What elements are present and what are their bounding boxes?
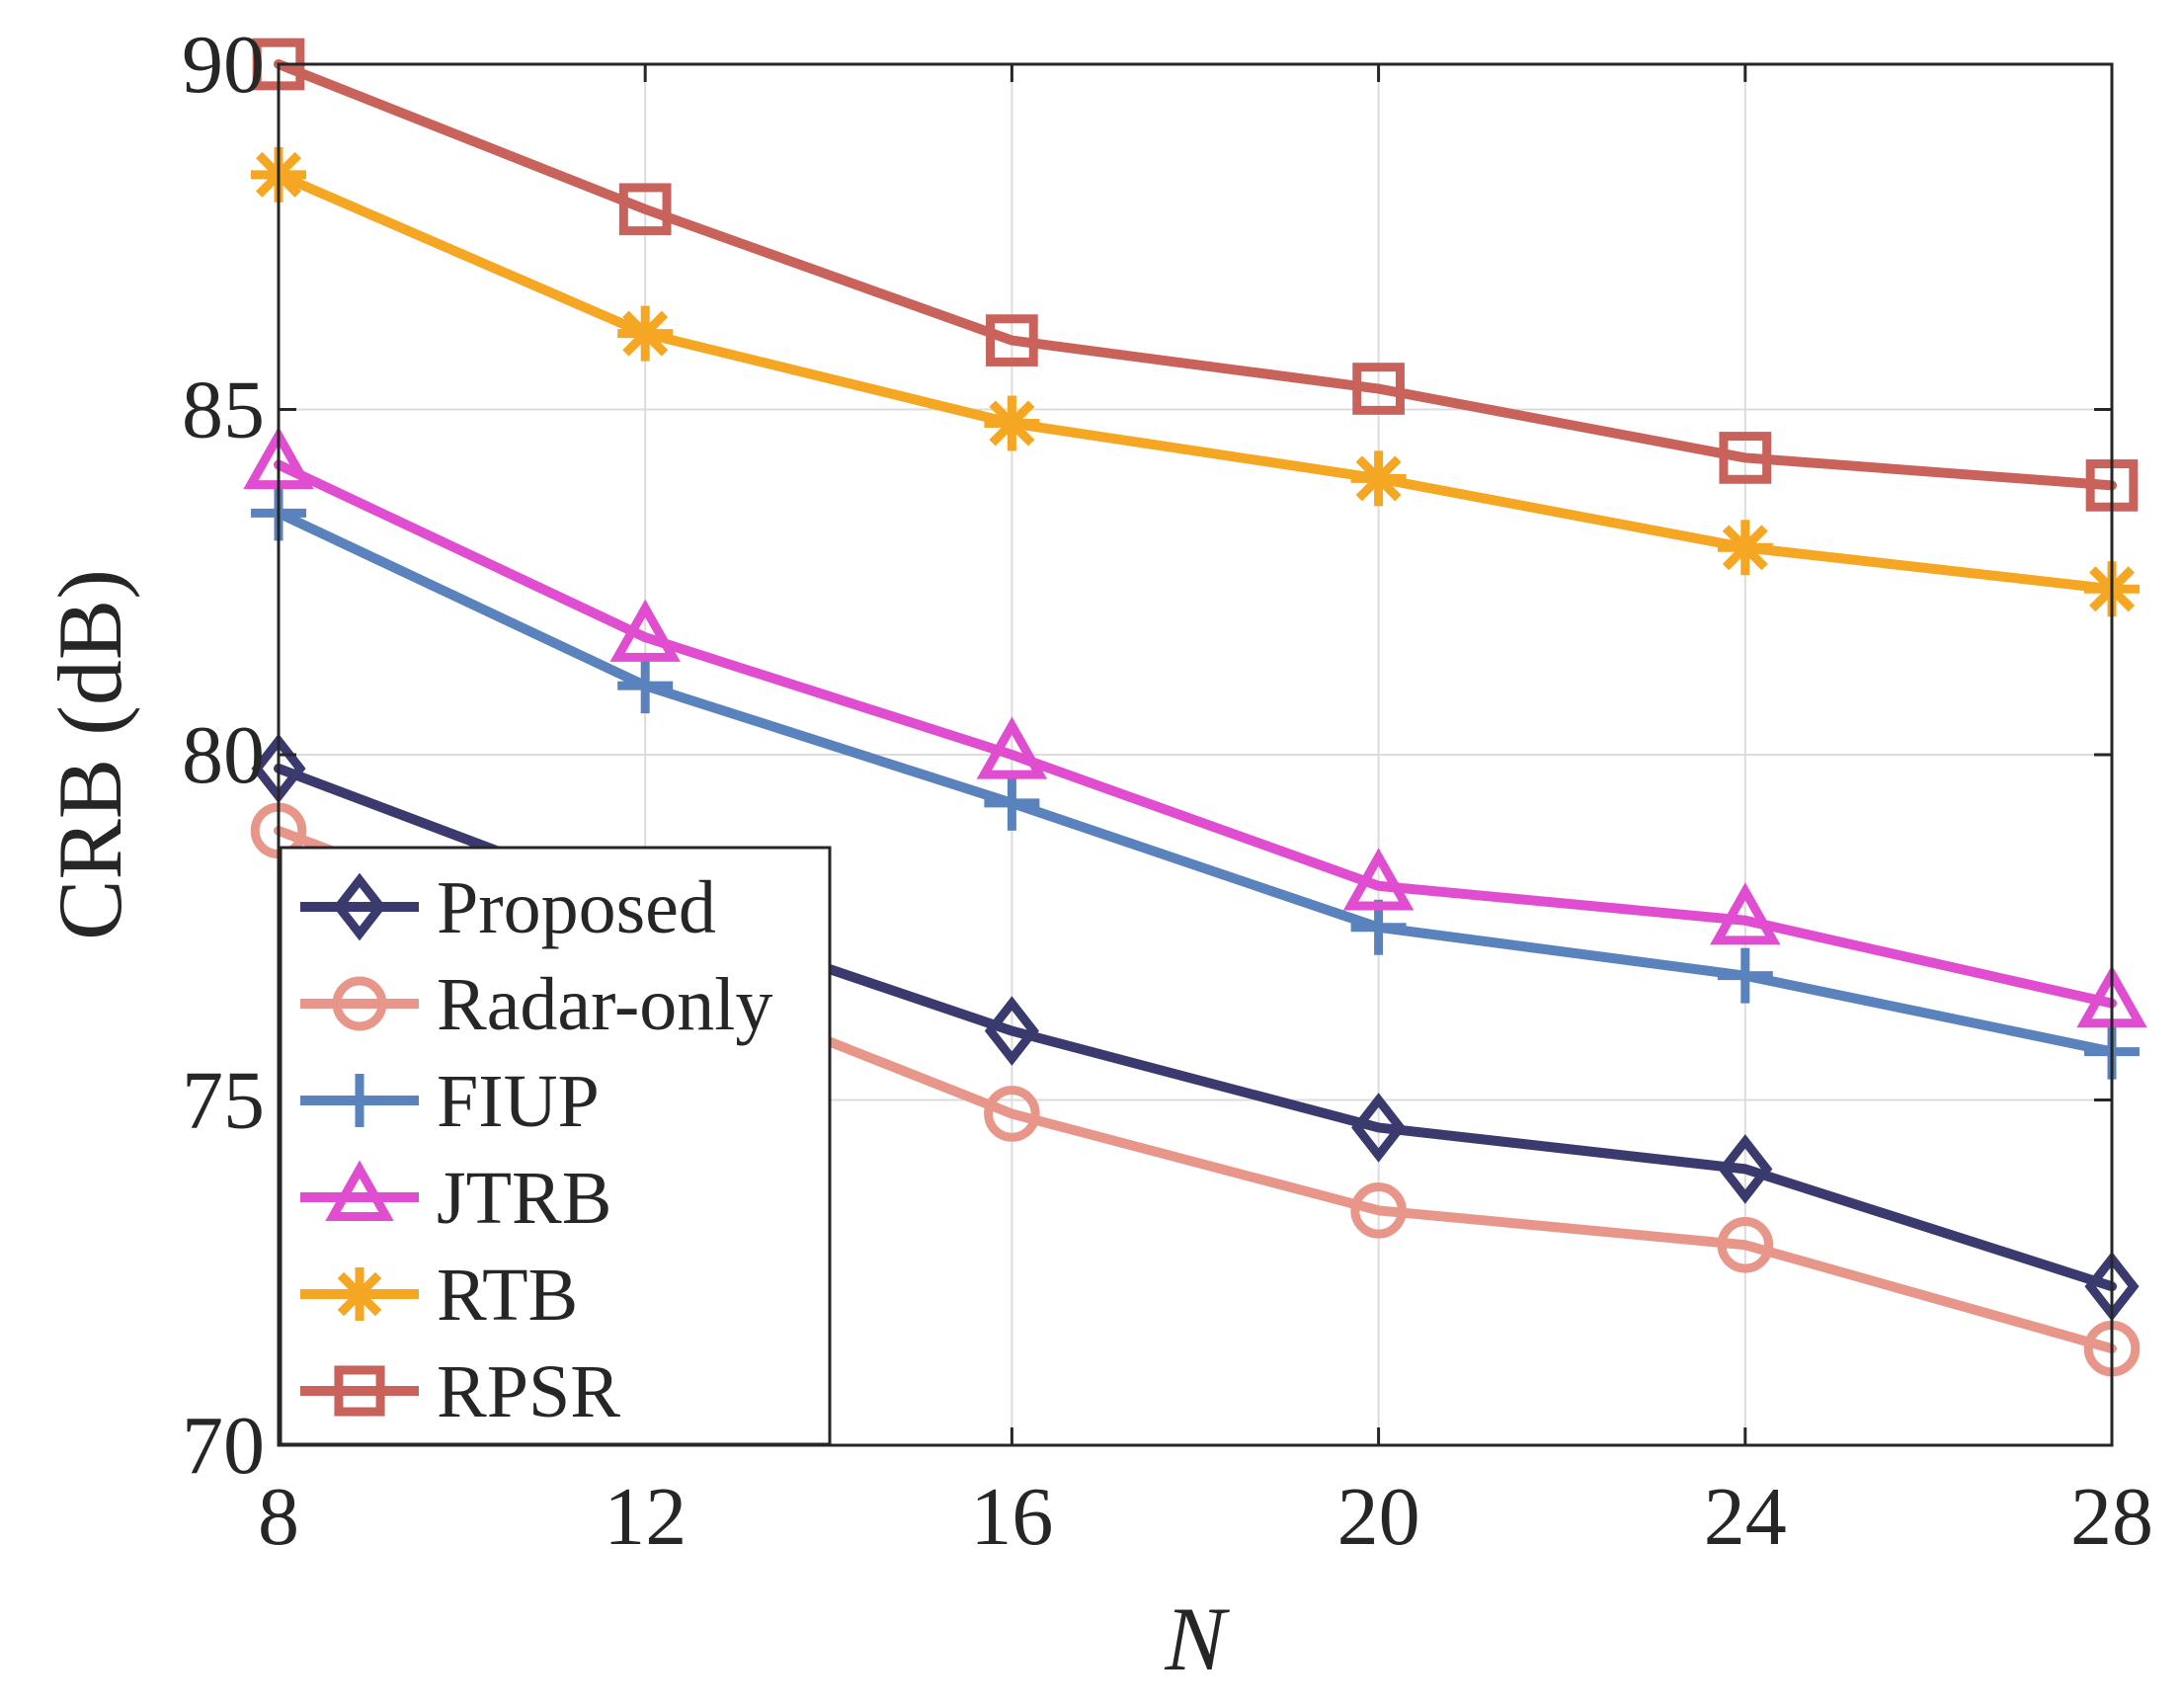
y-tick-label: 90 xyxy=(182,19,265,111)
series-line-fiup xyxy=(274,508,2117,1057)
legend-label-proposed: Proposed xyxy=(437,866,716,949)
data-point-rpsr xyxy=(1719,432,1772,484)
x-tick-label: 24 xyxy=(1704,1471,1787,1563)
data-point-rtb xyxy=(1350,450,1407,507)
data-point-jtrb xyxy=(1710,882,1781,945)
legend-marker-rtb xyxy=(333,1267,386,1321)
data-point-proposed xyxy=(1351,1093,1407,1163)
series-line-rpsr xyxy=(274,59,2117,491)
x-tick-label: 20 xyxy=(1337,1471,1420,1563)
x-tick-label: 8 xyxy=(258,1471,299,1563)
x-axis-title: N xyxy=(1164,1588,1230,1689)
x-tick-label: 16 xyxy=(970,1471,1053,1563)
data-point-jtrb xyxy=(1342,848,1415,911)
data-point-jtrb xyxy=(609,599,681,662)
data-point-rpsr xyxy=(986,314,1038,366)
data-point-radar-only xyxy=(984,1086,1040,1142)
legend-label-radar-only: Radar-only xyxy=(437,963,772,1046)
legend-marker-fiup xyxy=(333,1074,386,1127)
legend-marker-jtrb xyxy=(325,1160,394,1221)
data-point-radar-only xyxy=(1350,1182,1407,1239)
data-point-rtb xyxy=(984,395,1040,451)
data-point-rtb xyxy=(1717,520,1773,576)
data-point-radar-only xyxy=(1717,1216,1774,1273)
data-point-proposed xyxy=(984,996,1039,1066)
legend-label-fiup: FIUP xyxy=(437,1060,600,1143)
y-tick-label: 70 xyxy=(182,1400,265,1492)
series-line-jtrb xyxy=(274,459,2117,1009)
legend: Proposed Radar-only FIUP JTRB RTB RPSR xyxy=(279,846,832,1446)
legend-marker-rpsr xyxy=(334,1365,385,1417)
legend-marker-radar-only xyxy=(332,976,387,1031)
data-point-fiup xyxy=(1717,947,1773,1004)
data-point-fiup xyxy=(984,774,1040,831)
data-point-rpsr xyxy=(1352,363,1405,415)
data-point-proposed xyxy=(1718,1134,1773,1204)
series-line-rtb xyxy=(274,169,2117,595)
y-tick-label: 85 xyxy=(182,365,265,456)
series-fiup xyxy=(251,485,2140,1080)
data-point-rpsr xyxy=(618,183,672,236)
legend-label-rtb: RTB xyxy=(437,1254,578,1337)
legend-marker-proposed xyxy=(333,872,386,941)
legend-label-rpsr: RPSR xyxy=(437,1350,620,1433)
x-tick-label: 28 xyxy=(2070,1471,2153,1563)
data-point-fiup xyxy=(617,658,674,714)
data-point-jtrb xyxy=(976,716,1048,779)
data-point-rtb xyxy=(617,305,674,362)
x-tick-label: 12 xyxy=(604,1471,687,1563)
y-tick-label: 80 xyxy=(182,709,265,801)
ticks: 8 12 16 20 24 28 70 75 80 85 90 xyxy=(182,19,2153,1563)
y-axis-title: CRB (dB) xyxy=(40,569,140,940)
y-tick-label: 75 xyxy=(182,1055,265,1147)
legend-box xyxy=(279,846,832,1446)
legend-label-jtrb: JTRB xyxy=(437,1157,611,1240)
